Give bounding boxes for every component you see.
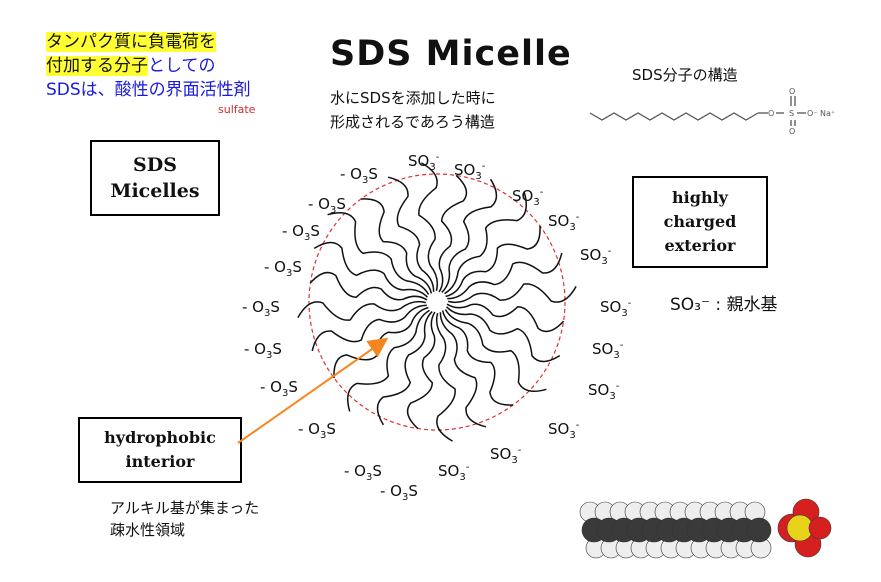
headgroup-label-left: - O3S xyxy=(260,378,298,399)
carbon-atom xyxy=(746,517,772,543)
headgroup-label-left: - O3S xyxy=(282,222,320,243)
headgroup-label-left: - O3S xyxy=(244,340,282,361)
sds-micelles-label: SDS Micelles xyxy=(110,154,200,202)
hydrophobic-interior-label: hydrophobic interior xyxy=(104,428,216,471)
intro-text: タンパク質に負電荷を 付加する分子としての SDSは、酸性の界面活性剤 xyxy=(46,30,251,102)
headgroup-label-left: - O3S xyxy=(242,298,280,319)
svg-text:O⁻: O⁻ xyxy=(807,109,818,118)
hydrophobic-tails xyxy=(297,162,577,442)
headgroup-label-right: SO3- xyxy=(454,161,486,182)
alkyl-tail xyxy=(446,306,561,363)
hydrophilic-group-legend: SO₃⁻ : 親水基 xyxy=(670,295,778,315)
svg-text:O: O xyxy=(789,127,795,136)
alkyl-tail xyxy=(441,310,514,406)
alkyl-tail xyxy=(376,311,433,426)
headgroup-label-left: - O3S xyxy=(344,462,382,483)
alkyl-note-line2: 疎水性領域 xyxy=(110,521,186,539)
alkyl-region-note: アルキル基が集まった 疎水性領域 xyxy=(110,497,259,541)
headgroup-label-right: SO3- xyxy=(408,152,440,173)
alkyl-tail xyxy=(418,162,439,291)
formation-note: 水にSDSを添加した時に 形成されるであろう構造 xyxy=(330,86,496,134)
alkyl-tail xyxy=(444,192,527,295)
headgroup-label-left: - O3S xyxy=(308,195,346,216)
sodium-ion: Na⁺ xyxy=(820,109,835,118)
headgroup-label-left: - O3S xyxy=(298,420,336,441)
sds-micelles-box: SDS Micelles xyxy=(90,140,220,216)
headgroup-label-right: SO3- xyxy=(592,340,624,361)
svg-text:O: O xyxy=(789,87,795,96)
headgroup-label-right: SO3- xyxy=(548,420,580,441)
alkyl-tail xyxy=(360,198,433,294)
intro-line3: SDSは、酸性の界面活性剤 xyxy=(46,80,251,100)
alkyl-tail xyxy=(327,212,430,295)
alkyl-tail xyxy=(347,309,430,412)
intro-line2-rest: としての xyxy=(148,56,216,76)
alkyl-tail xyxy=(445,225,541,298)
alkyl-tail xyxy=(438,174,468,293)
headgroup-label-left: - O3S xyxy=(340,165,378,186)
charged-exterior-box: highly charged exterior xyxy=(632,176,768,268)
sulfate-note: sulfate xyxy=(218,103,256,116)
headgroup-label-left: - O3S xyxy=(264,258,302,279)
alkyl-tail xyxy=(406,311,436,430)
alkyl-tail xyxy=(311,304,427,352)
headgroup-label-right: SO3- xyxy=(588,381,620,402)
alkyl-tail xyxy=(309,271,428,301)
intro-line2-highlight: 付加する分子 xyxy=(46,56,148,76)
charged-exterior-label: highly charged exterior xyxy=(663,188,737,255)
sds-molecule-structure xyxy=(589,96,806,126)
interior-pointer-arrow xyxy=(237,337,389,444)
headgroup-label-right: SO3- xyxy=(490,445,522,466)
alkyl-tail xyxy=(447,252,563,300)
oxygen-atom xyxy=(808,516,832,540)
alkyl-tail xyxy=(313,241,428,298)
alkyl-tail xyxy=(441,178,498,293)
alkyl-tail xyxy=(387,176,435,292)
formation-note-line1: 水にSDSを添加した時に xyxy=(330,89,496,107)
headgroup-label-right: SO3- xyxy=(580,246,612,267)
intro-line1: タンパク質に負電荷を xyxy=(46,32,216,52)
sds-atom-labels: O S O O O⁻ Na⁺ xyxy=(768,87,835,136)
svg-text:S: S xyxy=(789,109,794,118)
molecule-structure-title: SDS分子の構造 xyxy=(632,66,738,84)
alkyl-tail xyxy=(439,312,487,428)
alkyl-tail xyxy=(444,309,547,392)
headgroup-label-left: - O3S xyxy=(380,482,418,503)
headgroup-label-right: SO3- xyxy=(548,212,580,233)
page-title: SDS Micelle xyxy=(330,34,572,74)
headgroup-label-right: SO3- xyxy=(512,187,544,208)
alkyl-tail xyxy=(435,313,456,442)
alkyl-tail xyxy=(448,283,577,304)
alkyl-tail xyxy=(297,300,426,321)
headgroup-label-right: SO3- xyxy=(438,462,470,483)
svg-text:O: O xyxy=(768,109,774,118)
alkyl-note-line1: アルキル基が集まった xyxy=(110,499,260,517)
micelle-boundary xyxy=(308,173,566,431)
hydrophobic-interior-box: hydrophobic interior xyxy=(78,417,242,483)
alkyl-tail xyxy=(446,303,565,333)
sds-space-filling-model xyxy=(579,498,832,559)
formation-note-line2: 形成されるであろう構造 xyxy=(330,113,495,131)
headgroup-label-right: SO3- xyxy=(600,298,632,319)
